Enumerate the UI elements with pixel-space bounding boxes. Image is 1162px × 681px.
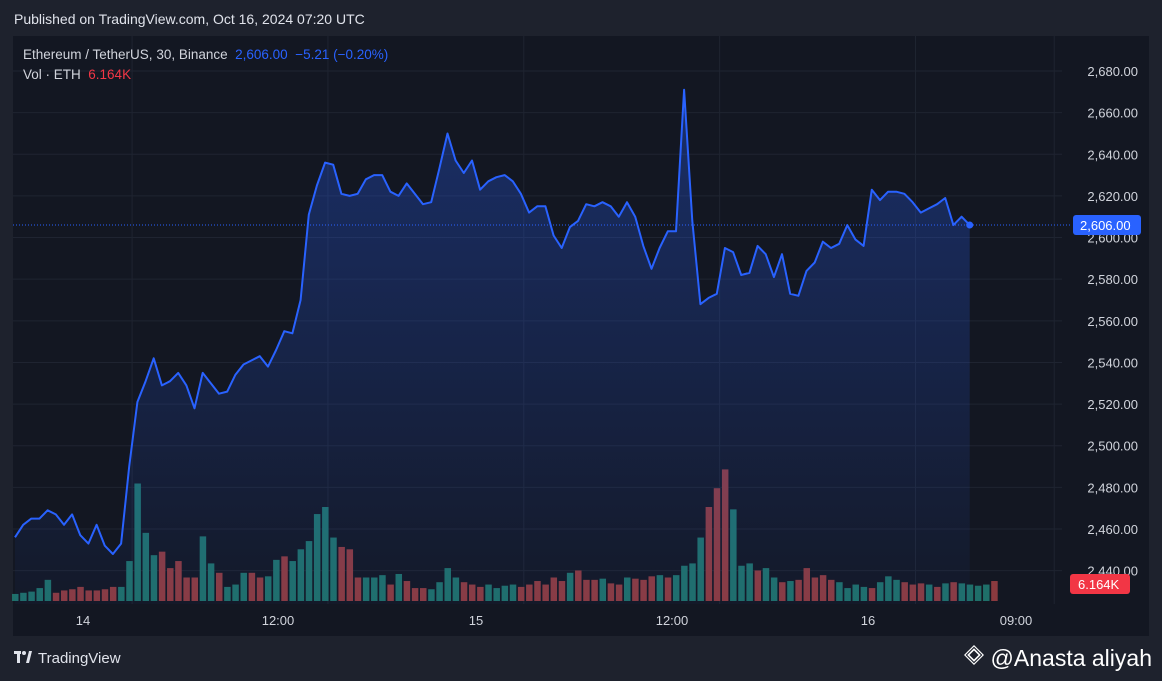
volume-bar [974,585,982,601]
last-price-tag-label: 2,606.00 [1080,218,1131,233]
volume-bar [991,581,998,601]
volume-bar [983,584,990,601]
price-line [14,88,971,555]
volume-bar [966,584,974,601]
price-tick-label: 2,580.00 [1087,272,1138,287]
volume-tag-label: 6.164K [1078,577,1120,592]
watermark: @Anasta aliyah [963,644,1152,672]
price-tick-label: 2,520.00 [1087,397,1138,412]
legend-price: 2,606.00 [235,47,288,62]
price-axis[interactable]: 2,680.002,660.002,640.002,620.002,600.00… [1087,64,1138,579]
price-tick-label: 2,660.00 [1087,106,1138,121]
symbol-row: Ethereum / TetherUS, 30, Binance 2,606.0… [23,45,388,65]
legend-change: −5.21 (−0.20%) [295,47,389,62]
time-tick-label: 14 [76,613,90,628]
volume-row: Vol · ETH 6.164K [23,65,388,85]
last-price-dot [966,221,974,229]
price-tick-label: 2,480.00 [1087,480,1138,495]
price-tick-label: 2,560.00 [1087,314,1138,329]
price-tick-label: 2,680.00 [1087,64,1138,79]
price-tick-label: 2,500.00 [1087,439,1138,454]
top-bar: Published on TradingView.com, Oct 16, 20… [0,0,1162,36]
volume-tag: 6.164K [1070,574,1130,594]
volume-value: 6.164K [88,67,132,82]
time-tick-label: 09:00 [1000,613,1033,628]
binance-diamond-icon [963,644,985,672]
price-tick-label: 2,460.00 [1087,522,1138,537]
price-tick-label: 2,540.00 [1087,355,1138,370]
price-tick-label: 2,620.00 [1087,189,1138,204]
symbol-label: Ethereum / TetherUS, 30, Binance [23,47,228,62]
time-tick-label: 12:00 [262,613,295,628]
tradingview-logo-icon [14,650,32,667]
time-axis[interactable]: 14 12:00 15 12:00 16 09:00 [76,613,1033,628]
price-tick-label: 2,640.00 [1087,147,1138,162]
volume-label: Vol · ETH [23,67,81,82]
last-price-tag: 2,606.00 [1073,215,1141,236]
tradingview-brand[interactable]: TradingView [14,650,121,667]
time-tick-label: 15 [469,613,483,628]
chart-legend: Ethereum / TetherUS, 30, Binance 2,606.0… [23,45,388,85]
watermark-label: @Anasta aliyah [990,644,1152,671]
time-tick-label: 16 [861,613,875,628]
price-area-fill [15,89,970,604]
tradingview-brand-label: TradingView [38,650,121,667]
time-tick-label: 12:00 [656,613,689,628]
published-text: Published on TradingView.com, Oct 16, 20… [14,11,365,27]
